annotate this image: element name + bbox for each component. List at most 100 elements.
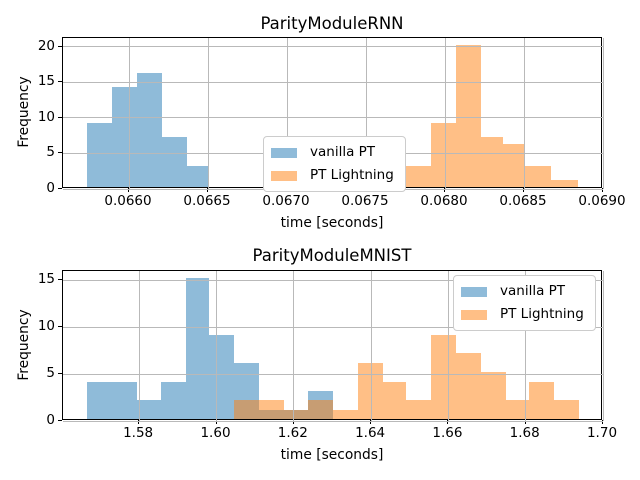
axes-parity-module-rnn <box>62 37 604 190</box>
x-tick-label: 1.64 <box>355 425 386 441</box>
y-tick-label: 10 <box>37 318 55 335</box>
x-tick-label: 0.0675 <box>341 193 389 209</box>
gridline <box>525 271 527 421</box>
gridline <box>447 271 449 421</box>
y-tick-mark <box>58 81 62 83</box>
legend-row-pt-lightning: PT Lightning <box>461 305 584 324</box>
x-axis-label-rnn: time [seconds] <box>280 215 384 231</box>
y-tick-label: 20 <box>37 37 55 54</box>
histogram-bar <box>137 73 163 187</box>
histogram-bar <box>506 400 530 419</box>
x-tick-label: 1.58 <box>123 425 154 441</box>
x-tick-label: 0.0670 <box>262 193 310 209</box>
histogram-bar <box>431 334 457 419</box>
gridline <box>138 271 140 421</box>
x-axis-label-mnist: time [seconds] <box>280 447 384 463</box>
legend-label-pt-lightning: PT Lightning <box>500 306 584 322</box>
gridline <box>128 38 130 189</box>
y-tick-label: 5 <box>46 365 55 382</box>
x-tick-label: 1.62 <box>277 425 308 441</box>
gridline <box>207 38 209 189</box>
legend-label-vanilla-pt: vanilla PT <box>500 283 566 299</box>
y-tick-label: 5 <box>46 144 55 161</box>
legend-mnist: vanilla PT PT Lightning <box>453 275 596 331</box>
y-tick-label: 15 <box>37 271 55 288</box>
y-tick-label: 10 <box>37 108 55 125</box>
x-tick-mark <box>138 420 140 424</box>
x-tick-label: 1.70 <box>586 425 618 441</box>
histogram-bar <box>383 381 406 419</box>
x-tick-label: 0.0665 <box>183 193 231 209</box>
gridline <box>602 271 604 421</box>
y-tick-mark <box>58 116 62 118</box>
legend-swatch-pt-lightning <box>461 309 487 320</box>
gridline <box>63 420 603 422</box>
x-tick-label: 1.68 <box>509 425 540 441</box>
legend-row-pt-lightning: PT Lightning <box>271 166 394 185</box>
x-tick-label: 0.0680 <box>420 193 468 209</box>
x-tick-label: 0.0660 <box>104 193 152 209</box>
y-tick-mark <box>58 420 62 421</box>
legend-swatch-vanilla-pt <box>271 147 297 158</box>
gridline <box>293 271 295 421</box>
histogram-bar <box>112 87 138 187</box>
x-tick-label: 1.66 <box>432 425 463 441</box>
gridline <box>63 279 603 281</box>
x-tick-label: 0.0690 <box>578 193 626 209</box>
x-tick-mark <box>524 420 526 424</box>
x-tick-mark <box>370 420 372 424</box>
legend-swatch-pt-lightning <box>271 170 297 181</box>
histogram-bar <box>357 362 383 419</box>
gridline <box>216 271 217 421</box>
histogram-bar <box>137 400 162 419</box>
legend-swatch-vanilla-pt <box>461 286 487 297</box>
gridline <box>63 373 603 375</box>
legend-label-vanilla-pt: vanilla PT <box>310 144 376 160</box>
histogram-bar <box>185 278 210 419</box>
gridline <box>286 38 288 189</box>
plot-area-rnn <box>63 38 604 190</box>
x-tick-label: 1.60 <box>200 425 231 441</box>
histogram-bar <box>551 179 578 187</box>
gridline <box>523 38 525 189</box>
gridline <box>63 81 603 83</box>
histogram-bar <box>406 165 431 187</box>
x-tick-mark <box>215 420 217 424</box>
gridline <box>63 46 603 47</box>
x-tick-mark <box>523 188 524 192</box>
y-tick-mark <box>58 373 62 375</box>
y-tick-mark <box>58 279 62 281</box>
y-tick-label: 0 <box>46 180 55 196</box>
gridline <box>63 117 603 119</box>
histogram-bar <box>234 400 259 419</box>
y-tick-mark <box>58 152 62 154</box>
x-tick-mark <box>292 420 294 424</box>
histogram-bar <box>431 122 457 187</box>
gridline <box>602 38 604 189</box>
histogram-bar <box>481 137 503 187</box>
y-tick-mark <box>58 45 62 47</box>
histogram-bar <box>503 144 524 187</box>
legend-row-vanilla-pt: vanilla PT <box>271 143 394 162</box>
histogram-bar <box>456 353 481 419</box>
histogram-bar <box>308 400 334 419</box>
x-tick-mark <box>602 420 603 424</box>
gridline <box>444 38 446 189</box>
gridline <box>370 271 372 421</box>
gridline <box>365 38 367 189</box>
histogram-bar <box>187 165 209 187</box>
x-tick-label: 0.0685 <box>499 193 547 209</box>
legend-rnn: vanilla PT PT Lightning <box>263 136 406 192</box>
chart-title-mnist: ParityModuleMNIST <box>252 246 412 265</box>
histogram-bar <box>405 400 431 419</box>
histogram-bar <box>259 400 285 419</box>
x-tick-mark <box>444 188 445 192</box>
histogram-bar <box>480 372 506 419</box>
plot-area-mnist <box>63 271 604 422</box>
x-tick-mark <box>128 188 129 192</box>
x-tick-mark <box>447 420 449 424</box>
histogram-bar <box>529 381 554 419</box>
histogram-bar <box>553 400 579 419</box>
legend-label-pt-lightning: PT Lightning <box>310 167 394 183</box>
